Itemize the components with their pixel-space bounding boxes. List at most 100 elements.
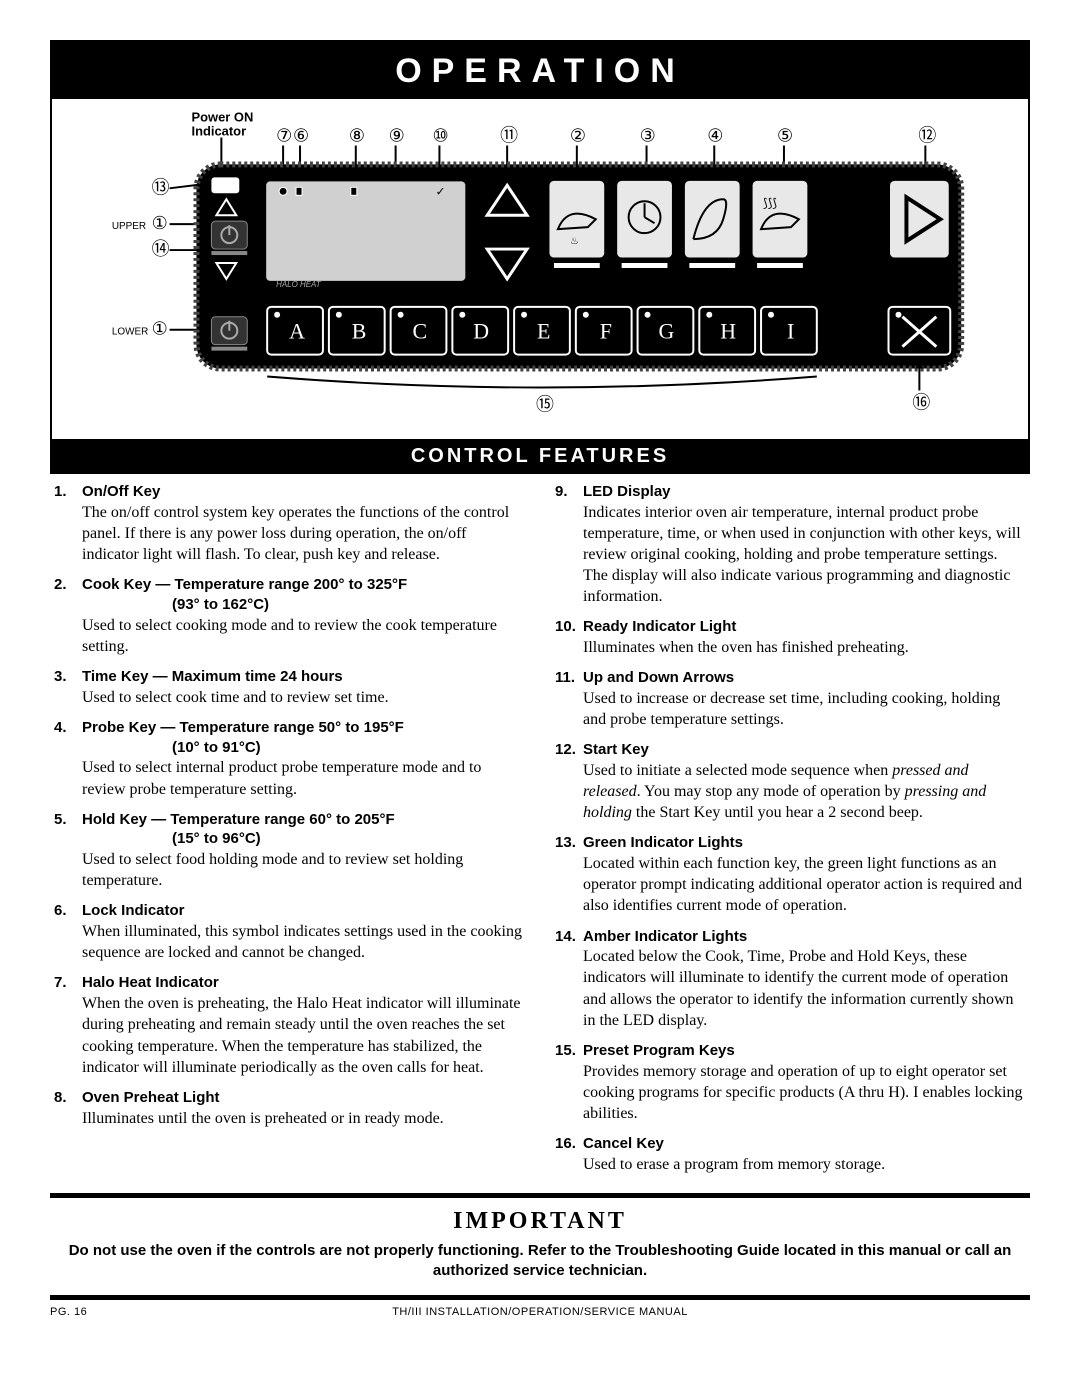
feature-body: Used to select internal product probe te… [82,757,525,799]
feature-item: Start KeyUsed to initiate a selected mod… [555,740,1026,823]
feature-title: Probe Key — Temperature range 50° to 195… [82,718,525,738]
feature-body: When illuminated, this symbol indicates … [82,921,525,963]
feature-title: Amber Indicator Lights [583,927,1026,947]
feature-item: Up and Down ArrowsUsed to increase or de… [555,668,1026,730]
feature-body: Used to select food holding mode and to … [82,849,525,891]
svg-text:⑥: ⑥ [293,126,309,146]
feature-title: Lock Indicator [82,901,525,921]
svg-text:D: D [473,319,489,344]
svg-text:G: G [658,319,674,344]
svg-text:③: ③ [640,126,656,146]
halo-heat-text: HALO HEAT [276,280,322,289]
section-title: OPERATION [50,52,1030,91]
page-footer: PG. 16 TH/III INSTALLATION/OPERATION/SER… [50,1300,1030,1318]
features-columns: On/Off KeyThe on/off control system key … [50,474,1030,1193]
svg-text:①: ① [152,213,168,233]
svg-text:C: C [413,319,428,344]
important-title: IMPORTANT [50,1198,1030,1241]
panel-svg-wrap: Power ON Indicator ⑦⑥ ⑧ ⑨ ⑩ ⑪ ② ③ ④ ⑤ ⑫ [72,109,1008,419]
page-number: PG. 16 [50,1306,190,1318]
feature-body: Used to select cook time and to review s… [82,687,525,708]
feature-body: The on/off control system key operates t… [82,502,525,565]
feature-subtitle: (10° to 91°C) [82,738,525,758]
svg-text:⑤: ⑤ [777,126,793,146]
feature-title: On/Off Key [82,482,525,502]
left-callouts: ⑬ ① ⑭ ① [152,177,170,338]
control-panel-diagram: Power ON Indicator ⑦⑥ ⑧ ⑨ ⑩ ⑪ ② ③ ④ ⑤ ⑫ [50,99,1030,439]
svg-text:⑪: ⑪ [500,126,518,146]
feature-body: Used to initiate a selected mode sequenc… [583,760,1026,823]
important-body: Do not use the oven if the controls are … [50,1241,1030,1296]
svg-text:⑩: ⑩ [432,126,448,146]
feature-item: On/Off KeyThe on/off control system key … [54,482,525,565]
feature-item: Amber Indicator LightsLocated below the … [555,927,1026,1031]
svg-text:⑬: ⑬ [152,177,170,197]
feature-title: Ready Indicator Light [583,617,1026,637]
callout-16: ⑯ [912,392,930,412]
feature-title: Cancel Key [583,1134,1026,1154]
feature-item: Cancel KeyUsed to erase a program from m… [555,1134,1026,1175]
top-callouts: ⑦⑥ ⑧ ⑨ ⑩ ⑪ ② ③ ④ ⑤ ⑫ [276,126,936,146]
feature-title: Halo Heat Indicator [82,973,525,993]
svg-text:⟆⟆⟆: ⟆⟆⟆ [763,196,777,210]
power-on-label-2: Indicator [191,124,246,139]
feature-item: Hold Key — Temperature range 60° to 205°… [54,810,525,892]
svg-text:F: F [600,319,612,344]
feature-title: Start Key [583,740,1026,760]
feature-title: Hold Key — Temperature range 60° to 205°… [82,810,525,830]
halo-heat-icon [279,187,287,195]
feature-item: Probe Key — Temperature range 50° to 195… [54,718,525,800]
feature-item: Lock IndicatorWhen illuminated, this sym… [54,901,525,963]
feature-body: When the oven is preheating, the Halo He… [82,993,525,1077]
callout-15: ⑮ [536,394,554,414]
feature-title: Cook Key — Temperature range 200° to 325… [82,575,525,595]
feature-item: Cook Key — Temperature range 200° to 325… [54,575,525,657]
svg-text:H: H [720,319,736,344]
time-key[interactable] [616,179,674,259]
svg-text:⑭: ⑭ [152,239,170,259]
features-title: CONTROL FEATURES [50,445,1030,468]
section-header: OPERATION [50,40,1030,99]
svg-text:✓: ✓ [435,184,445,198]
features-header: CONTROL FEATURES [50,439,1030,474]
feature-body: Provides memory storage and operation of… [583,1061,1026,1124]
feature-subtitle: (93° to 162°C) [82,595,525,615]
lock-icon-small [296,187,302,195]
svg-text:I: I [787,319,794,344]
feature-body: Indicates interior oven air temperature,… [583,502,1026,608]
preset-brace [267,377,817,388]
features-list-left: On/Off KeyThe on/off control system key … [54,482,525,1129]
features-list-right: LED DisplayIndicates interior oven air t… [555,482,1026,1175]
feature-item: Halo Heat IndicatorWhen the oven is preh… [54,973,525,1077]
svg-text:⑦: ⑦ [276,126,292,146]
feature-item: Time Key — Maximum time 24 hoursUsed to … [54,667,525,708]
svg-text:B: B [352,319,367,344]
lower-label: LOWER [112,327,148,338]
feature-body: Used to erase a program from memory stor… [583,1154,1026,1175]
svg-text:①: ① [152,319,168,339]
feature-title: Oven Preheat Light [82,1088,525,1108]
upper-label: UPPER [112,221,146,232]
control-panel-svg: Power ON Indicator ⑦⑥ ⑧ ⑨ ⑩ ⑪ ② ③ ④ ⑤ ⑫ [72,109,1008,419]
feature-title: Green Indicator Lights [583,833,1026,853]
feature-item: Green Indicator LightsLocated within eac… [555,833,1026,916]
feature-subtitle: (15° to 96°C) [82,829,525,849]
feature-body: Located within each function key, the gr… [583,853,1026,916]
feature-body: Illuminates when the oven has finished p… [583,637,1026,658]
feature-body: Illuminates until the oven is preheated … [82,1108,525,1129]
svg-text:A: A [289,319,305,344]
preheat-icon-small [351,187,357,195]
feature-item: Preset Program KeysProvides memory stora… [555,1041,1026,1124]
feature-title: LED Display [583,482,1026,502]
svg-text:E: E [537,319,550,344]
upper-amber-light [211,251,247,255]
power-on-label-1: Power ON [191,110,253,125]
svg-text:⑨: ⑨ [389,126,405,146]
probe-key[interactable] [683,179,741,259]
feature-body: Used to increase or decrease set time, i… [583,688,1026,730]
svg-text:♨: ♨ [570,236,579,247]
svg-text:⑫: ⑫ [918,126,936,146]
svg-text:④: ④ [707,126,723,146]
feature-title: Preset Program Keys [583,1041,1026,1061]
feature-title: Up and Down Arrows [583,668,1026,688]
